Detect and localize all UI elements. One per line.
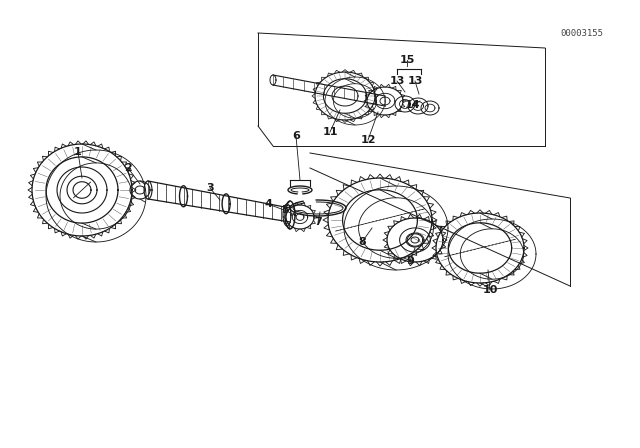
Text: 5: 5: [281, 205, 289, 215]
Text: 13: 13: [407, 76, 422, 86]
Text: 7: 7: [314, 217, 322, 227]
Text: 8: 8: [358, 237, 366, 247]
Text: 2: 2: [124, 163, 132, 173]
Text: 10: 10: [483, 285, 498, 295]
Text: 13: 13: [389, 76, 404, 86]
Text: 11: 11: [323, 127, 338, 137]
Text: 6: 6: [292, 131, 300, 141]
Text: 3: 3: [206, 183, 214, 193]
Text: 14: 14: [405, 100, 421, 110]
Text: 4: 4: [264, 199, 272, 209]
Text: 12: 12: [360, 135, 376, 145]
Text: 15: 15: [399, 55, 415, 65]
Text: 00003155: 00003155: [561, 29, 604, 38]
Text: 9: 9: [406, 256, 414, 266]
Text: 1: 1: [74, 147, 82, 157]
